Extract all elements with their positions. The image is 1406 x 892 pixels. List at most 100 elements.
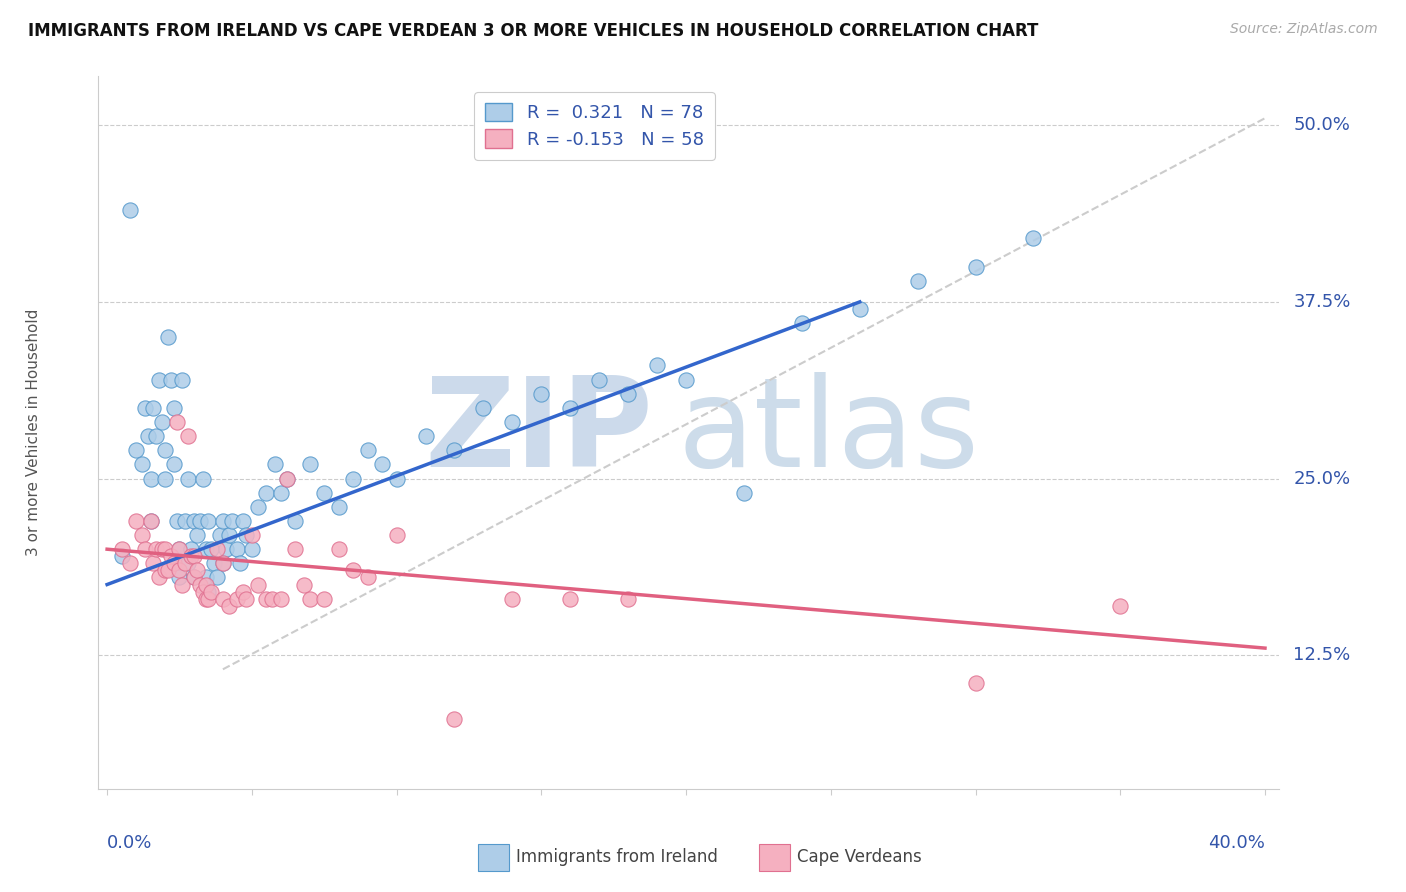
Point: [186, 563, 208, 577]
Point: [202, 557, 225, 571]
Point: [200, 542, 222, 557]
Point: [131, 528, 153, 542]
Point: [371, 458, 394, 472]
Point: [183, 549, 205, 564]
Point: [205, 542, 228, 557]
Point: [733, 485, 755, 500]
Point: [153, 471, 176, 485]
Point: [501, 415, 523, 429]
Point: [166, 415, 188, 429]
Point: [110, 549, 132, 564]
Point: [197, 591, 219, 606]
Point: [139, 514, 162, 528]
Point: [169, 542, 191, 557]
Point: [226, 542, 249, 557]
Point: [172, 577, 194, 591]
Point: [298, 591, 321, 606]
Point: [385, 528, 408, 542]
Point: [617, 386, 640, 401]
Point: [501, 591, 523, 606]
Point: [675, 373, 697, 387]
Point: [148, 373, 170, 387]
Point: [134, 401, 156, 415]
Point: [188, 577, 211, 591]
Point: [356, 443, 378, 458]
Point: [848, 301, 870, 316]
Point: [645, 359, 668, 373]
Text: IMMIGRANTS FROM IRELAND VS CAPE VERDEAN 3 OR MORE VEHICLES IN HOUSEHOLD CORRELAT: IMMIGRANTS FROM IRELAND VS CAPE VERDEAN …: [28, 22, 1039, 40]
Point: [218, 528, 240, 542]
Point: [166, 514, 188, 528]
Point: [134, 542, 156, 557]
Point: [156, 330, 179, 344]
Point: [226, 591, 249, 606]
Point: [186, 528, 208, 542]
Point: [215, 542, 238, 557]
Point: [588, 373, 610, 387]
Point: [153, 542, 176, 557]
Legend: R =  0.321   N = 78, R = -0.153   N = 58: R = 0.321 N = 78, R = -0.153 N = 58: [474, 92, 714, 160]
Text: 25.0%: 25.0%: [1294, 469, 1351, 488]
Text: Cape Verdeans: Cape Verdeans: [797, 848, 922, 866]
Point: [254, 591, 277, 606]
Text: 0.0%: 0.0%: [107, 834, 152, 852]
Point: [328, 542, 350, 557]
Point: [617, 591, 640, 606]
Point: [183, 514, 205, 528]
Point: [125, 514, 148, 528]
Point: [194, 577, 217, 591]
Point: [131, 458, 153, 472]
Point: [172, 373, 194, 387]
Point: [415, 429, 437, 443]
Point: [246, 577, 269, 591]
Point: [443, 443, 465, 458]
Point: [560, 591, 582, 606]
Point: [208, 528, 231, 542]
Point: [284, 542, 307, 557]
Point: [142, 557, 165, 571]
Point: [356, 570, 378, 584]
Text: Source: ZipAtlas.com: Source: ZipAtlas.com: [1230, 22, 1378, 37]
Point: [212, 591, 235, 606]
Point: [264, 458, 287, 472]
Point: [191, 471, 214, 485]
Text: atlas: atlas: [678, 372, 979, 493]
Point: [342, 563, 364, 577]
Point: [169, 542, 191, 557]
Point: [197, 584, 219, 599]
Point: [180, 549, 202, 564]
Point: [145, 429, 167, 443]
Point: [229, 557, 252, 571]
Point: [163, 458, 186, 472]
Point: [907, 274, 929, 288]
Point: [159, 373, 181, 387]
Point: [328, 500, 350, 514]
Point: [188, 514, 211, 528]
Point: [159, 549, 181, 564]
Point: [385, 471, 408, 485]
Point: [194, 570, 217, 584]
Point: [174, 514, 197, 528]
Point: [342, 471, 364, 485]
Point: [246, 500, 269, 514]
Point: [530, 386, 553, 401]
Point: [163, 401, 186, 415]
Point: [183, 570, 205, 584]
Point: [212, 557, 235, 571]
Point: [212, 557, 235, 571]
Point: [169, 563, 191, 577]
Point: [965, 260, 987, 274]
Point: [254, 485, 277, 500]
Text: Immigrants from Ireland: Immigrants from Ireland: [516, 848, 718, 866]
Point: [212, 514, 235, 528]
Point: [183, 570, 205, 584]
Point: [232, 584, 254, 599]
Text: ZIP: ZIP: [425, 372, 654, 493]
Point: [153, 443, 176, 458]
Point: [240, 542, 263, 557]
Text: 12.5%: 12.5%: [1294, 646, 1351, 665]
Point: [292, 577, 315, 591]
Point: [150, 415, 173, 429]
Point: [270, 591, 292, 606]
Point: [125, 443, 148, 458]
